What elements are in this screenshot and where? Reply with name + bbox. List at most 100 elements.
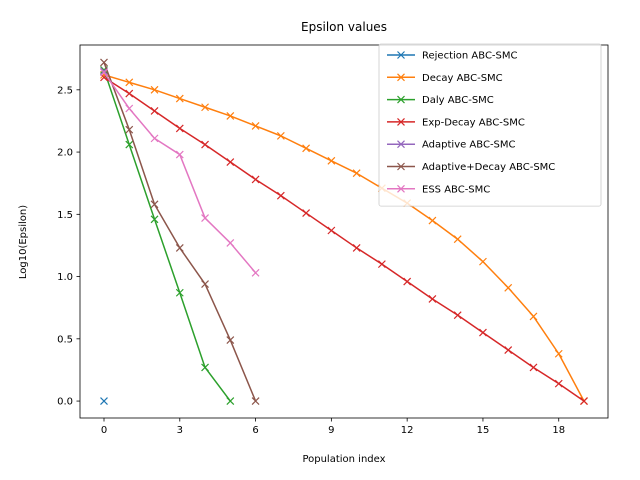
data-point-marker	[479, 257, 487, 266]
series-line	[102, 76, 586, 403]
chart-title: Epsilon values	[301, 20, 387, 34]
data-point-marker	[125, 104, 134, 113]
data-point-marker	[125, 89, 134, 98]
data-point-marker	[302, 144, 311, 153]
series-decay-abc-smc	[100, 70, 588, 405]
legend-label: Daly ABC-SMC	[422, 95, 494, 106]
x-tick-label: 9	[328, 425, 334, 436]
data-point-marker	[226, 336, 235, 344]
x-tick-label: 0	[101, 425, 107, 436]
legend: Rejection ABC-SMC Decay ABC-SMC Daly ABC-S…	[378, 43, 602, 207]
y-tick-label: 0.0	[57, 397, 73, 408]
legend-marker	[397, 95, 405, 104]
y-axis-label: Log10(Epsilon)	[18, 205, 29, 279]
data-point-marker	[352, 169, 361, 178]
data-point-marker	[100, 58, 108, 67]
data-point-marker	[428, 216, 437, 225]
data-point-marker	[125, 125, 134, 134]
data-point-marker	[150, 85, 159, 94]
data-point-marker	[377, 260, 386, 269]
series-daly-abc-smc	[100, 65, 235, 405]
legend-item: Decay ABC-SMC	[387, 73, 503, 84]
data-point-marker	[554, 349, 563, 358]
series-line	[103, 73, 586, 403]
legend-marker	[397, 162, 405, 171]
data-point-marker	[226, 397, 235, 405]
legend-marker	[397, 51, 405, 59]
series-exp-decay-abc-smc	[100, 73, 588, 405]
data-point-marker	[175, 244, 184, 252]
data-point-marker	[125, 78, 134, 87]
legend-box	[378, 43, 602, 207]
data-point-marker	[226, 239, 235, 247]
data-point-marker	[327, 226, 336, 235]
data-point-marker	[327, 156, 336, 165]
y-tick-label: 1.0	[57, 272, 73, 283]
data-point-marker	[175, 288, 184, 297]
data-point-marker	[201, 103, 209, 112]
data-point-marker	[251, 268, 260, 277]
legend-label: Decay ABC-SMC	[422, 73, 503, 84]
data-point-marker	[529, 363, 538, 372]
data-point-marker	[453, 311, 462, 320]
data-point-marker	[403, 277, 412, 286]
y-tick-label: 2.0	[57, 148, 73, 159]
data-point-marker	[150, 200, 159, 209]
plot-area	[100, 58, 588, 405]
series-adaptive-decay-abc-smc	[100, 58, 260, 405]
data-point-marker	[276, 131, 285, 140]
data-point-marker	[150, 107, 159, 115]
data-point-marker	[251, 397, 260, 405]
data-point-marker	[251, 122, 260, 130]
x-tick-label: 6	[252, 425, 258, 436]
data-point-marker	[100, 397, 108, 405]
data-point-marker	[276, 191, 285, 200]
series-rejection-abc-smc	[100, 397, 108, 405]
data-point-marker	[201, 214, 209, 222]
x-tick-label: 15	[477, 425, 490, 436]
legend-label: Exp-Decay ABC-SMC	[422, 117, 525, 128]
legend-label: Adaptive+Decay ABC-SMC	[422, 162, 555, 173]
data-point-marker	[125, 140, 134, 149]
data-point-marker	[201, 363, 209, 372]
data-point-marker	[175, 94, 184, 103]
y-tick-label: 0.5	[57, 334, 73, 345]
x-tick-label: 12	[401, 425, 414, 436]
axes-frame	[79, 44, 609, 419]
series-ess-abc-smc	[100, 68, 260, 277]
data-point-marker	[302, 209, 311, 217]
legend-item: Adaptive+Decay ABC-SMC	[387, 162, 555, 173]
data-point-marker	[453, 235, 462, 244]
series-line	[103, 68, 232, 403]
data-point-marker	[201, 280, 209, 288]
data-point-marker	[428, 295, 437, 303]
legend-label: Adaptive ABC-SMC	[422, 140, 516, 151]
data-point-marker	[175, 124, 184, 133]
data-point-marker	[251, 175, 260, 184]
legend-item: Rejection ABC-SMC	[387, 51, 518, 62]
data-point-marker	[352, 244, 361, 252]
data-point-marker	[226, 112, 235, 120]
data-point-marker	[150, 134, 159, 143]
series-line	[102, 71, 257, 274]
legend-item: Adaptive ABC-SMC	[387, 140, 516, 151]
legend-marker	[397, 117, 405, 126]
legend-label: ESS ABC-SMC	[422, 184, 490, 195]
y-tick-label: 2.5	[57, 85, 73, 96]
data-point-marker	[479, 328, 487, 337]
data-point-marker	[504, 283, 513, 292]
x-axis-label: Population index	[302, 454, 385, 465]
data-point-marker	[100, 68, 108, 77]
legend-item: Daly ABC-SMC	[387, 95, 494, 106]
legend-marker	[397, 140, 405, 149]
y-tick-label: 1.5	[57, 210, 73, 221]
data-point-marker	[580, 397, 588, 405]
data-point-marker	[529, 312, 538, 321]
data-point-marker	[201, 140, 209, 149]
legend-marker	[397, 184, 405, 193]
legend-item: Exp-Decay ABC-SMC	[387, 117, 525, 128]
legend-marker	[397, 73, 405, 82]
data-point-marker	[226, 158, 235, 166]
data-point-marker	[504, 346, 513, 354]
